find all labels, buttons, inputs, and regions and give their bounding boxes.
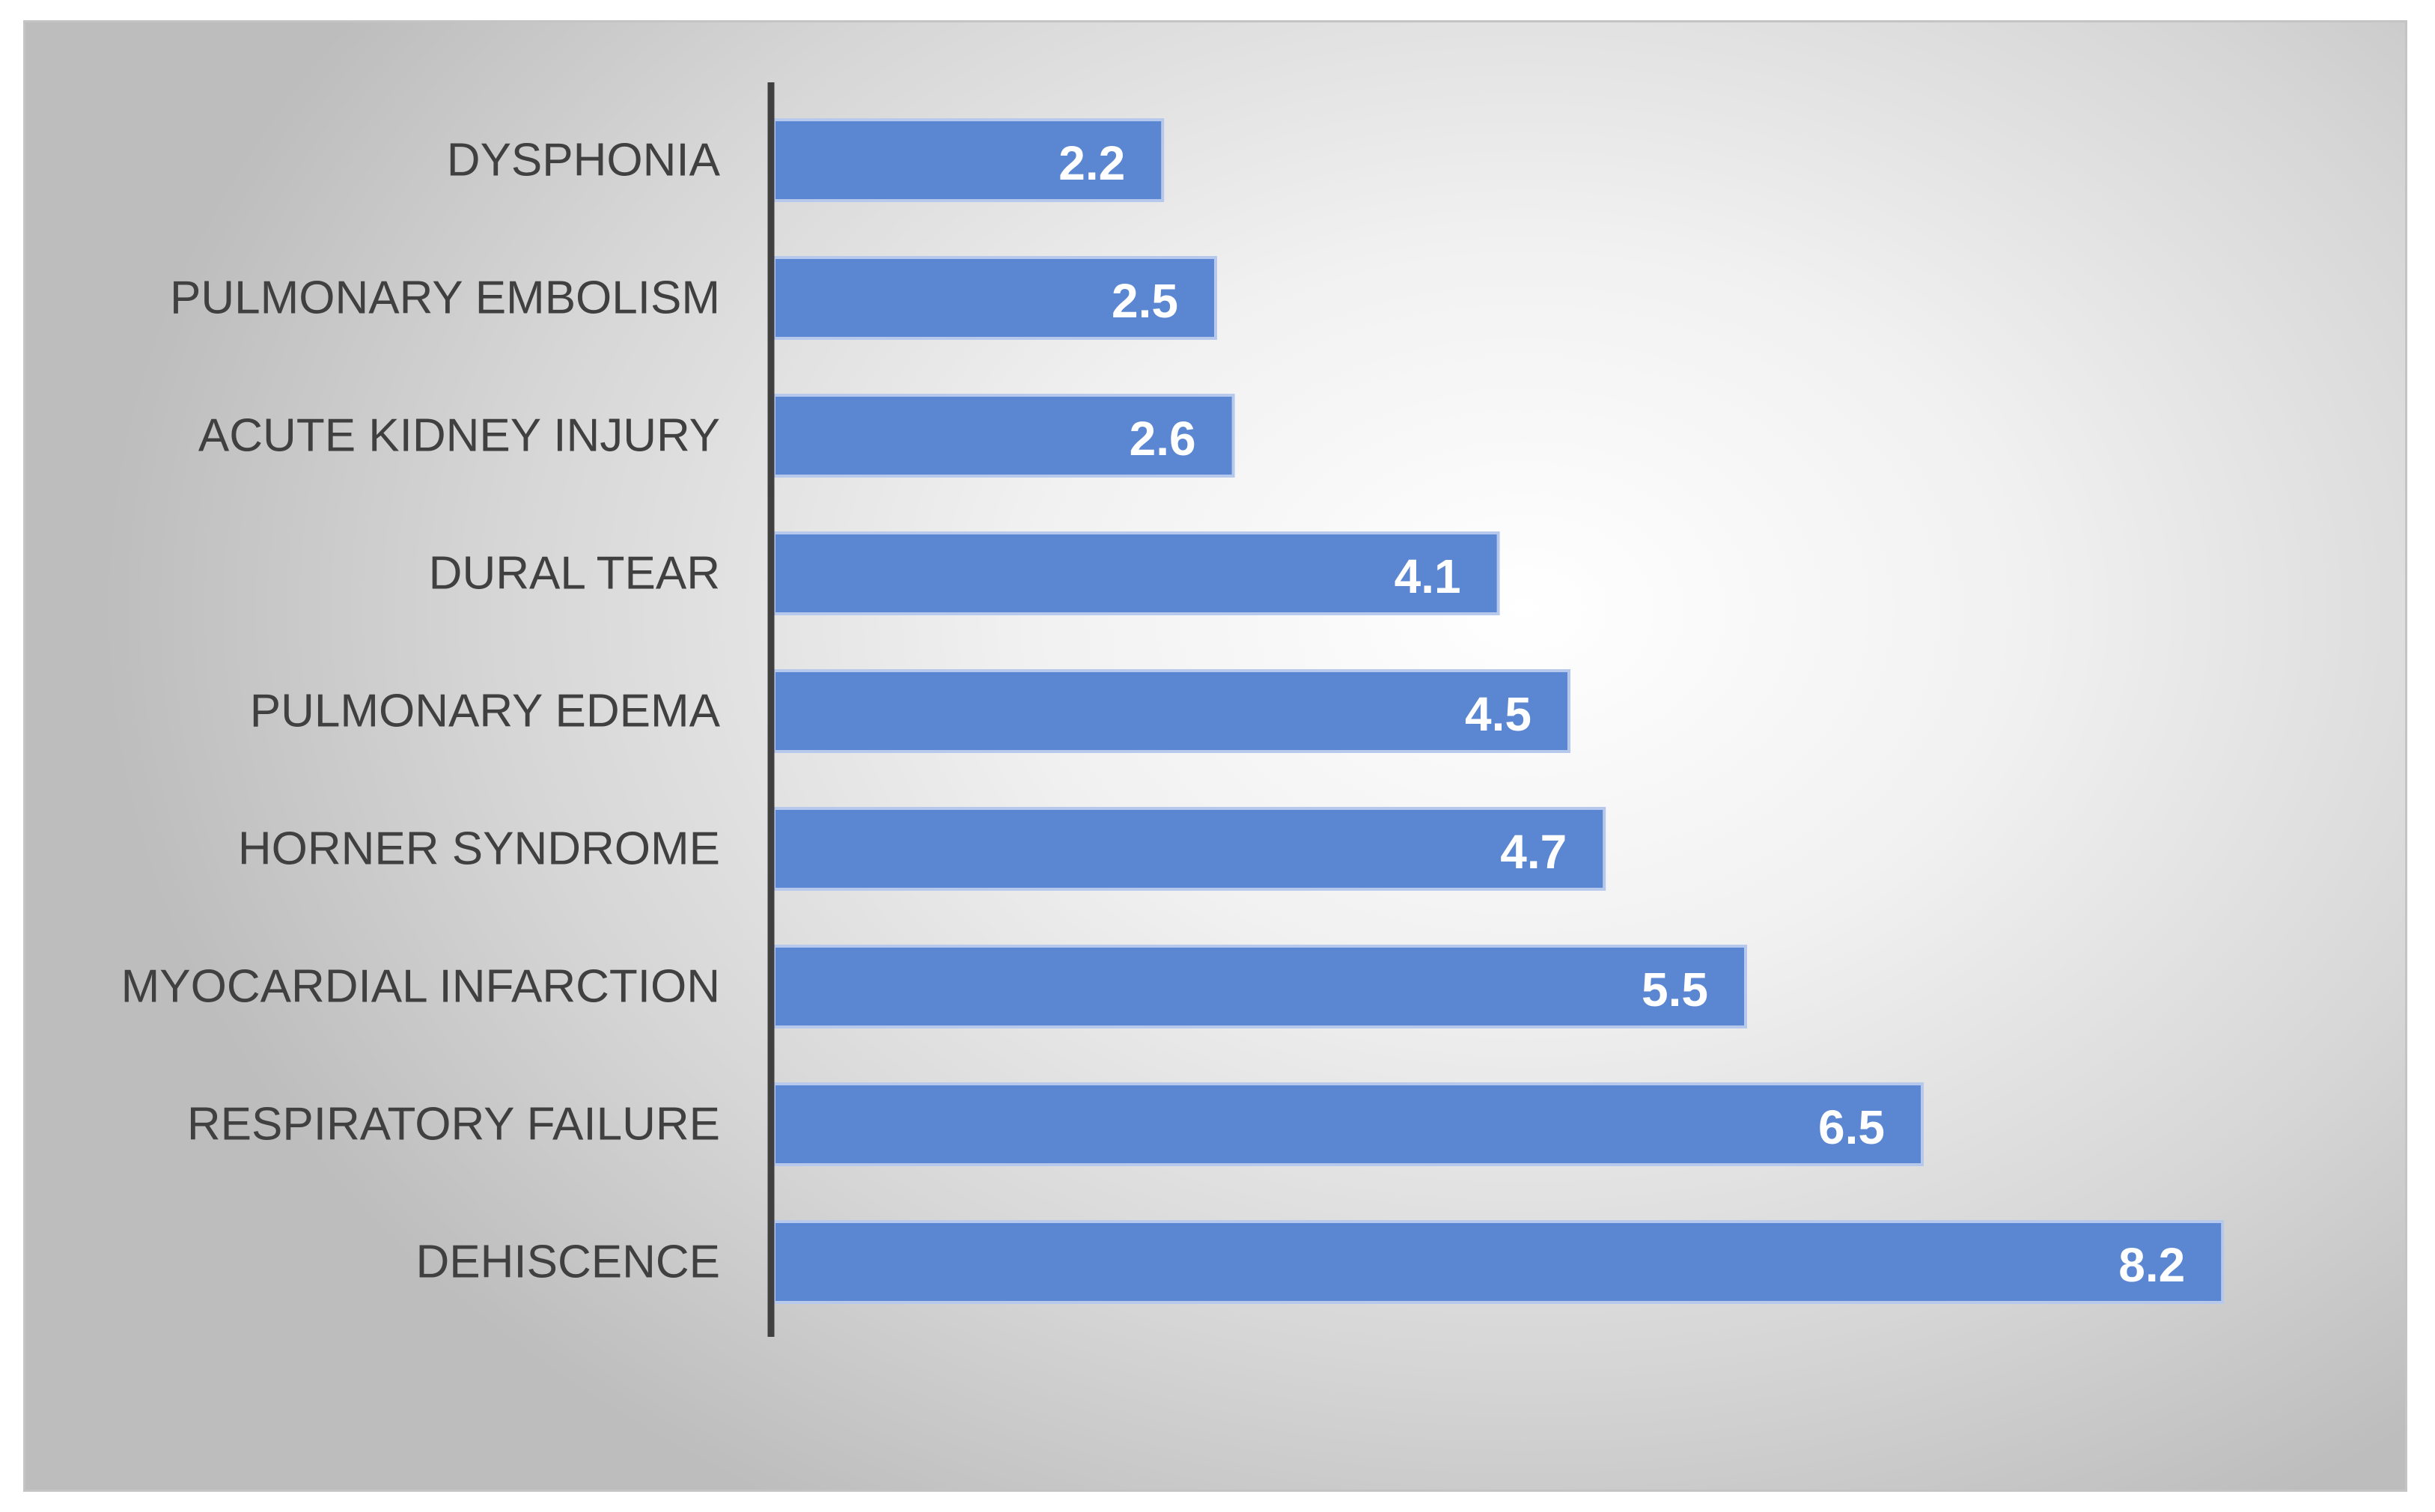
bar-8 bbox=[772, 1220, 2225, 1304]
bar-0 bbox=[772, 118, 1165, 202]
bar-5 bbox=[772, 807, 1606, 891]
value-labels-layer: 2.2 2.5 2.6 4.1 4.5 4.7 5.5 6.5 8.2 bbox=[1058, 136, 2185, 1292]
bar-1 bbox=[772, 256, 1217, 340]
value-label-0: 2.2 bbox=[1058, 136, 1125, 190]
category-label-5: HORNER SYNDROME bbox=[238, 823, 720, 875]
bars-layer bbox=[772, 118, 2225, 1304]
bar-7 bbox=[772, 1082, 1924, 1166]
bar-2 bbox=[772, 394, 1235, 478]
value-label-7: 6.5 bbox=[1818, 1100, 1885, 1154]
value-label-6: 5.5 bbox=[1642, 963, 1708, 1016]
value-label-4: 4.5 bbox=[1465, 687, 1532, 741]
category-label-0: DYSPHONIA bbox=[447, 135, 721, 186]
category-label-8: DEHISCENCE bbox=[415, 1237, 720, 1288]
category-label-4: PULMONARY EDEMA bbox=[250, 686, 721, 737]
category-label-2: ACUTE KIDNEY INJURY bbox=[198, 410, 720, 462]
value-label-2: 2.6 bbox=[1130, 412, 1196, 466]
value-label-8: 8.2 bbox=[2118, 1238, 2185, 1292]
bar-4 bbox=[772, 669, 1570, 753]
bar-6 bbox=[772, 945, 1747, 1028]
category-labels-layer: DYSPHONIA PULMONARY EMBOLISM ACUTE KIDNEY … bbox=[121, 135, 721, 1288]
bar-3 bbox=[772, 531, 1500, 615]
category-label-3: DURAL TEAR bbox=[429, 548, 720, 600]
chart-area: DYSPHONIA PULMONARY EMBOLISM ACUTE KIDNEY … bbox=[23, 20, 2407, 1492]
category-label-7: RESPIRATORY FAILURE bbox=[187, 1099, 720, 1150]
value-label-1: 2.5 bbox=[1112, 274, 1178, 328]
value-label-5: 4.7 bbox=[1500, 825, 1567, 879]
bar-chart: DYSPHONIA PULMONARY EMBOLISM ACUTE KIDNEY … bbox=[121, 82, 2225, 1337]
category-label-6: MYOCARDIAL INFARCTION bbox=[121, 961, 720, 1013]
category-label-1: PULMONARY EMBOLISM bbox=[170, 272, 720, 324]
value-label-3: 4.1 bbox=[1395, 549, 1461, 603]
